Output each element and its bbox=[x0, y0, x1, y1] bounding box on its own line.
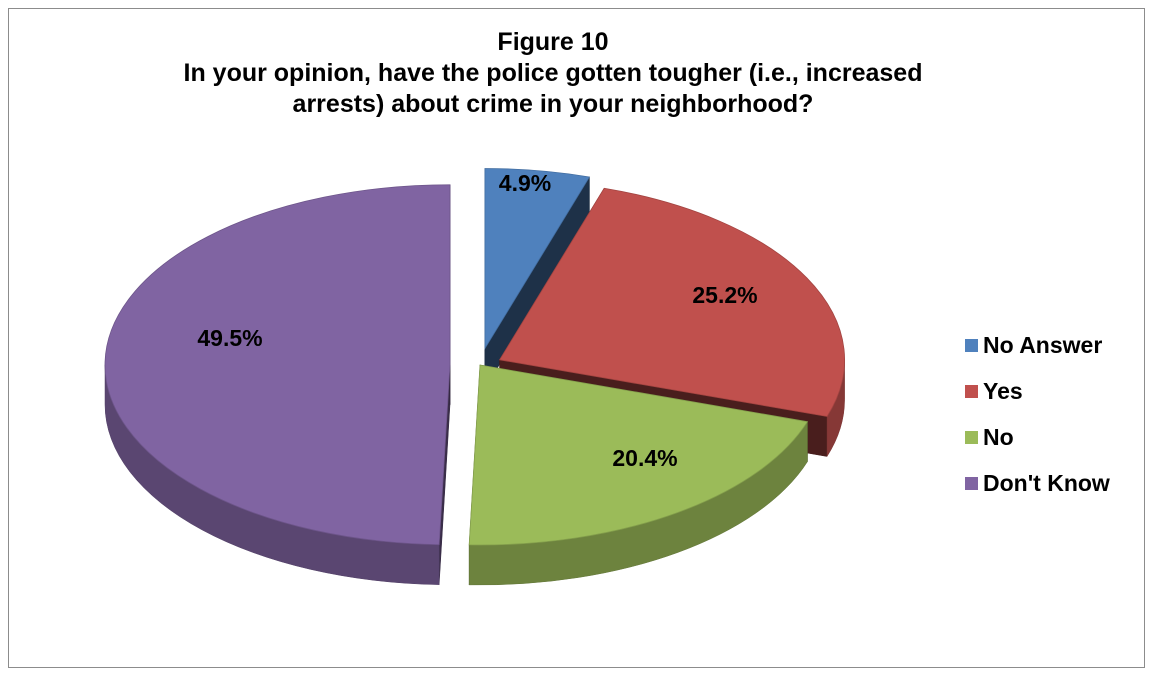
slice-no bbox=[468, 364, 809, 546]
legend-item-yes: Yes bbox=[965, 368, 1140, 414]
legend-item-dont-know: Don't Know bbox=[965, 460, 1140, 506]
legend-item-no-answer: No Answer bbox=[965, 322, 1140, 368]
legend-label-no: No bbox=[983, 423, 1014, 450]
legend-label-yes: Yes bbox=[983, 377, 1023, 404]
legend-label-no-answer: No Answer bbox=[983, 331, 1103, 358]
slice-no-answer bbox=[484, 168, 591, 350]
chart-title: Figure 10 In your opinion, have the poli… bbox=[0, 27, 1106, 120]
pie-tops bbox=[104, 168, 845, 546]
data-label-yes: 25.2% bbox=[692, 282, 757, 308]
slice-yes bbox=[498, 187, 845, 417]
legend-item-no: No bbox=[965, 414, 1140, 460]
chart-title-line-3: arrests) about crime in your neighborhoo… bbox=[292, 90, 814, 118]
data-label-no-answer: 4.9% bbox=[499, 170, 551, 196]
legend-swatch-no bbox=[965, 430, 978, 444]
chart-legend: No Answer Yes No Don't Know bbox=[965, 322, 1140, 506]
legend-label-dont-know: Don't Know bbox=[983, 469, 1110, 496]
legend-swatch-no-answer bbox=[965, 338, 978, 352]
legend-swatch-dont-know bbox=[965, 476, 978, 490]
data-label-don-t-know: 49.5% bbox=[197, 325, 262, 351]
data-label-no: 20.4% bbox=[612, 445, 677, 471]
pie-labels: 4.9% 25.2% 20.4% 49.5% bbox=[197, 170, 757, 471]
slice-don-t-know bbox=[104, 184, 451, 546]
chart-title-line-2: In your opinion, have the police gotten … bbox=[183, 59, 923, 87]
legend-swatch-yes bbox=[965, 384, 978, 398]
chart-title-line-1: Figure 10 bbox=[497, 28, 609, 56]
